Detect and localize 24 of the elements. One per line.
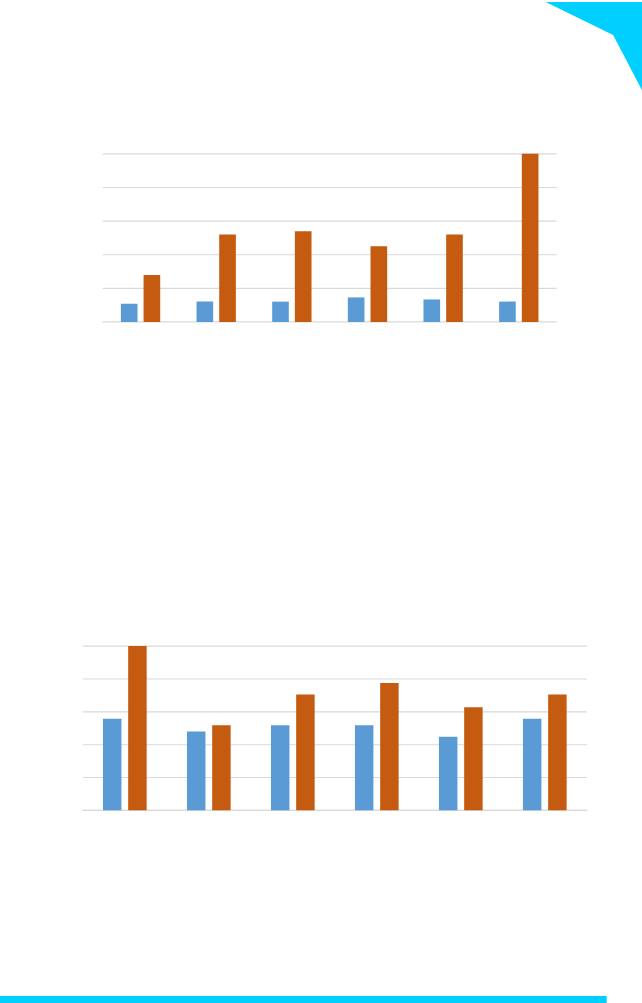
bar [380,682,399,811]
bar [212,725,231,811]
bar [354,725,374,811]
bar [438,736,458,811]
bar [521,153,539,322]
bar [143,274,161,322]
bar [128,646,147,811]
bar [186,731,206,811]
bar [464,707,483,811]
bar [219,234,236,322]
bar [270,725,290,811]
bar [446,234,463,322]
bar [548,694,567,811]
bar [196,301,214,322]
bar [347,297,365,322]
bar [499,301,516,322]
bar [423,299,441,322]
bar [272,301,289,322]
bar [296,694,315,811]
bar [294,231,312,322]
bar [102,718,122,811]
bar [120,303,138,322]
bar [370,246,388,322]
bar [522,718,542,811]
